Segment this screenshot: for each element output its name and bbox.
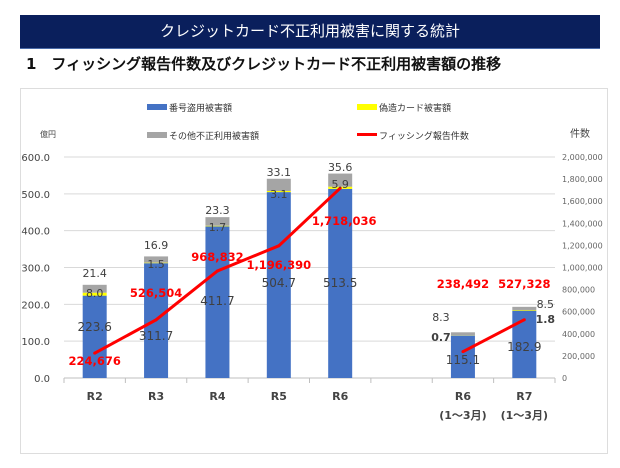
- bar-yellow: [205, 225, 230, 227]
- gray-bar-value-label: 8.3: [432, 311, 450, 324]
- line-value-label: 238,492: [437, 277, 489, 291]
- blue-bar-value-label: 182.9: [507, 340, 541, 354]
- blue-bar-value-label: 311.7: [139, 329, 173, 343]
- bar-yellow: [82, 292, 107, 296]
- line-value-label: 527,328: [498, 277, 550, 291]
- chart-frame: [20, 88, 608, 454]
- right-tick-label: 1,800,000: [562, 175, 603, 184]
- category-label: R5: [271, 390, 287, 403]
- bar-blue: [266, 192, 291, 378]
- yellow-bar-value-label: 1.8: [536, 313, 556, 326]
- yellow-bar-value-label: 0.7: [431, 331, 451, 344]
- category-label: R3: [148, 390, 164, 403]
- right-tick-label: 2,000,000: [562, 153, 603, 162]
- gray-bar-value-label: 21.4: [82, 267, 107, 280]
- category-label: R2: [87, 390, 103, 403]
- line-point: [93, 351, 97, 355]
- right-tick-label: 1,600,000: [562, 197, 603, 206]
- legend-label: その他不正利用被害額: [169, 130, 259, 142]
- right-tick-label: 1,200,000: [562, 241, 603, 250]
- category-label: R6: [455, 390, 471, 403]
- left-tick-label: 300.0: [21, 264, 50, 275]
- left-tick-label: 100.0: [21, 337, 50, 348]
- line-point: [338, 186, 342, 190]
- category-label: R6: [332, 390, 348, 403]
- left-tick-label: 600.0: [21, 153, 50, 164]
- bar-blue: [450, 335, 475, 378]
- legend-swatch: [357, 133, 377, 136]
- bar-gray: [144, 256, 169, 263]
- section-subtitle: 1 フィッシング報告件数及びクレジットカード不正利用被害額の推移: [26, 55, 502, 73]
- line-point: [154, 318, 158, 322]
- line-value-label: 1,718,036: [312, 214, 377, 228]
- yellow-bar-value-label: 1.5: [147, 258, 165, 271]
- bar-blue: [205, 226, 230, 378]
- left-axis-title: 億円: [40, 129, 56, 139]
- right-axis-title: 件数: [570, 127, 590, 140]
- bar-gray: [512, 306, 537, 310]
- bar-gray: [450, 332, 475, 336]
- left-tick-label: 0.0: [34, 374, 50, 385]
- page-banner-title: クレジットカード不正利用被害に関する統計: [20, 15, 600, 49]
- legend-label: フィッシング報告件数: [379, 130, 469, 142]
- blue-bar-value-label: 411.7: [200, 294, 234, 308]
- line-series: [462, 318, 526, 353]
- left-tick-label: 500.0: [21, 190, 50, 201]
- right-tick-label: 0: [562, 374, 567, 383]
- bar-yellow: [512, 309, 537, 311]
- line-point: [461, 350, 465, 354]
- category-label: R4: [209, 390, 225, 403]
- left-tick-label: 200.0: [21, 300, 50, 311]
- blue-bar-value-label: 513.5: [323, 276, 357, 290]
- gray-bar-value-label: 35.6: [328, 161, 353, 174]
- right-tick-label: 1,400,000: [562, 219, 603, 228]
- yellow-bar-value-label: 3.1: [270, 188, 288, 201]
- category-label: (1〜3月): [501, 409, 548, 422]
- bar-gray: [205, 217, 230, 226]
- bar-blue: [82, 295, 107, 378]
- bar-blue: [328, 188, 353, 378]
- gray-bar-value-label: 16.9: [144, 239, 169, 252]
- blue-bar-value-label: 504.7: [262, 276, 296, 290]
- line-value-label: 224,676: [68, 354, 120, 368]
- bar-blue: [512, 310, 537, 378]
- right-tick-label: 200,000: [562, 352, 595, 361]
- right-tick-label: 800,000: [562, 286, 595, 295]
- line-value-label: 526,504: [130, 286, 182, 300]
- legend-label: 偽造カード被害額: [379, 102, 451, 114]
- legend-swatch: [357, 104, 377, 110]
- right-tick-label: 600,000: [562, 308, 595, 317]
- legend-label: 番号盗用被害額: [169, 102, 232, 114]
- gray-bar-value-label: 8.5: [537, 298, 555, 311]
- bar-gray: [82, 284, 107, 293]
- legend-swatch: [147, 132, 167, 138]
- line-point: [215, 269, 219, 273]
- yellow-bar-value-label: 1.7: [209, 221, 227, 234]
- bar-yellow: [144, 262, 169, 264]
- blue-bar-value-label: 223.6: [78, 320, 112, 334]
- gray-bar-value-label: 33.1: [267, 166, 292, 179]
- bar-gray: [266, 178, 291, 191]
- right-tick-label: 1,000,000: [562, 264, 603, 273]
- blue-bar-value-label: 115.1: [446, 353, 480, 367]
- line-value-label: 1,196,390: [246, 258, 311, 272]
- yellow-bar-value-label: 8.0: [86, 287, 104, 300]
- category-label: (1〜3月): [439, 409, 486, 422]
- line-point: [277, 244, 281, 248]
- line-point: [522, 318, 526, 322]
- right-tick-label: 400,000: [562, 330, 595, 339]
- category-label: R7: [516, 390, 532, 403]
- left-tick-label: 400.0: [21, 227, 50, 238]
- gray-bar-value-label: 23.3: [205, 204, 230, 217]
- legend-swatch: [147, 104, 167, 110]
- bar-yellow: [266, 190, 291, 193]
- line-value-label: 968,832: [191, 250, 243, 264]
- bar-gray: [328, 173, 353, 187]
- yellow-bar-value-label: 5.9: [331, 178, 349, 191]
